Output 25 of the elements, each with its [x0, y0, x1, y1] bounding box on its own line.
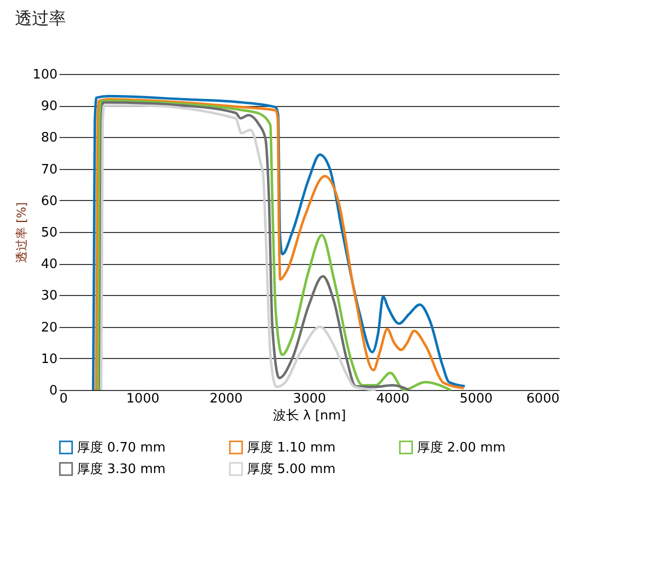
- y-tick-label: 10: [40, 352, 58, 367]
- y-tick-label: 30: [40, 288, 58, 304]
- legend-label: 厚度 2.00 mm: [417, 439, 506, 456]
- y-tick-label: 40: [40, 257, 58, 272]
- y-tick-label: 70: [40, 162, 58, 178]
- y-tick-label: 20: [40, 320, 58, 336]
- x-tick-label: 6000: [526, 392, 560, 406]
- x-tick-label: 4000: [376, 392, 410, 406]
- y-tick-label: 80: [40, 130, 58, 146]
- x-tick-label: 3000: [292, 392, 326, 406]
- legend-label: 厚度 0.70 mm: [77, 439, 166, 456]
- y-tick-label: 50: [40, 226, 58, 240]
- chart-title: 透过率: [15, 9, 66, 29]
- x-tick-label: 2000: [210, 392, 243, 406]
- x-axis-title: 波长 λ [nm]: [272, 408, 346, 424]
- y-tick-label: 90: [40, 99, 58, 114]
- legend-label: 厚度 3.30 mm: [77, 461, 166, 477]
- x-tick-label: 5000: [460, 392, 493, 406]
- y-tick-label: 100: [32, 68, 58, 82]
- legend-label: 厚度 5.00 mm: [247, 461, 336, 477]
- legend-label: 厚度 1.10 mm: [247, 439, 336, 456]
- x-tick-label: 0: [60, 392, 68, 406]
- x-tick-label: 1000: [126, 392, 160, 406]
- y-axis-title: 透过率 [%]: [14, 202, 29, 263]
- y-tick-label: 60: [40, 194, 58, 209]
